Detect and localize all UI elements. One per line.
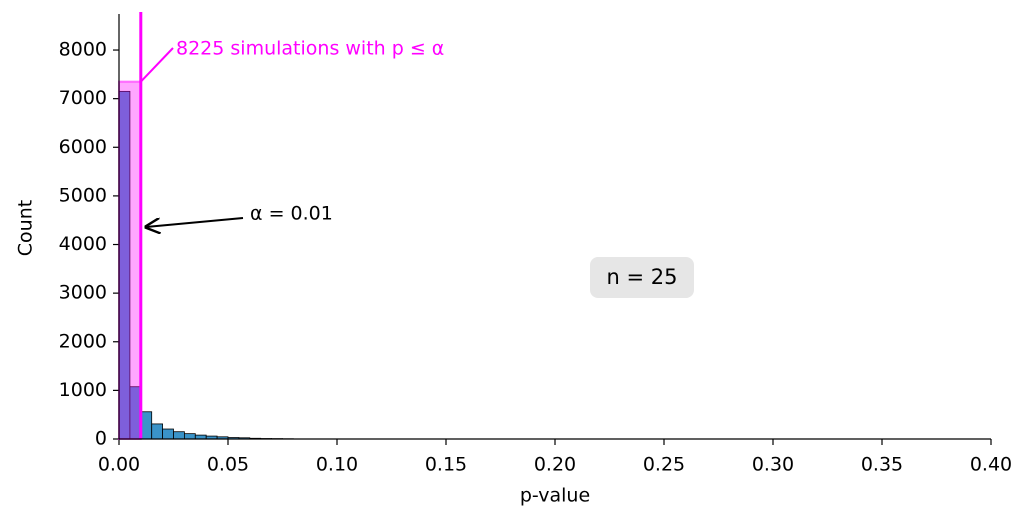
bar [162,428,174,440]
annotation: α = 0.01 [250,203,333,225]
y-tick-label: 8000 [59,39,107,61]
bar [173,431,185,440]
x-tick-label: 0.05 [207,454,249,476]
y-tick-label: 6000 [59,136,107,158]
x-tick-label: 0.40 [970,454,1012,476]
bar [183,433,196,440]
y-axis-label: Count [15,200,37,256]
x-tick-label: 0.25 [643,454,685,476]
y-tick-label: 4000 [59,233,107,255]
y-tick-label: 2000 [59,330,107,352]
x-tick-label: 0.00 [98,454,140,476]
x-tick-label: 0.35 [861,454,903,476]
annotation: 8225 simulations with p ≤ α [176,38,444,60]
x-tick-label: 0.10 [316,454,358,476]
bar [151,423,163,440]
y-tick-label: 0 [95,428,107,450]
y-tick-label: 1000 [59,379,107,401]
x-tick-label: 0.15 [425,454,467,476]
y-tick-label: 3000 [59,282,107,304]
annotation-arrow [146,217,244,227]
bar [140,411,153,440]
annotation: n = 25 [607,265,678,289]
annotation-box [590,257,694,298]
x-tick-label: 0.20 [534,454,576,476]
y-tick-label: 7000 [59,87,107,109]
x-tick-label: 0.30 [752,454,794,476]
highlight-region [118,80,142,440]
annotation-connector [140,47,174,83]
x-axis-label: p-value [520,485,590,507]
y-tick-label: 5000 [59,184,107,206]
